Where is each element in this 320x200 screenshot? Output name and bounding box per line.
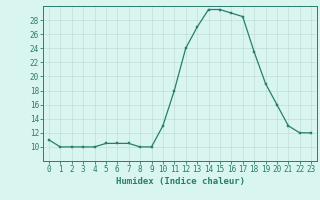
X-axis label: Humidex (Indice chaleur): Humidex (Indice chaleur) <box>116 177 244 186</box>
